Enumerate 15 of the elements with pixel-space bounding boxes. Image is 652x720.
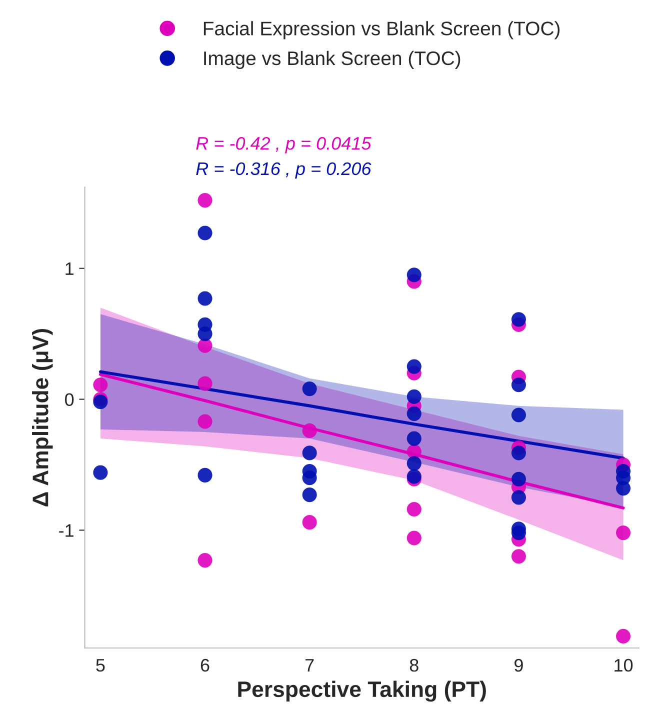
text: R = -0.42 , p = 0.0415 xyxy=(196,136,372,154)
x-axis-title: Perspective Taking (PT) xyxy=(238,680,486,702)
y-tick-label: 0 xyxy=(65,393,74,406)
x-tick-label: 10 xyxy=(614,658,633,672)
x-tick-label: 9 xyxy=(514,658,523,672)
legend-label: Facial Expression vs Blank Screen (TOC) xyxy=(204,21,560,40)
y-axis-title: Δ Amplitude (μV) xyxy=(32,329,53,506)
y-tick-label: -1 xyxy=(59,524,74,537)
legend-label: Image vs Blank Screen (TOC) xyxy=(204,50,460,70)
text: R = -0.316 , p = 0.206 xyxy=(196,162,372,179)
x-tick-label: 5 xyxy=(96,659,105,672)
x-tick-label: 8 xyxy=(410,658,418,672)
x-tick-label: 6 xyxy=(200,658,210,672)
x-tick-label: 7 xyxy=(305,659,314,672)
y-tick-label: 1 xyxy=(66,262,74,275)
